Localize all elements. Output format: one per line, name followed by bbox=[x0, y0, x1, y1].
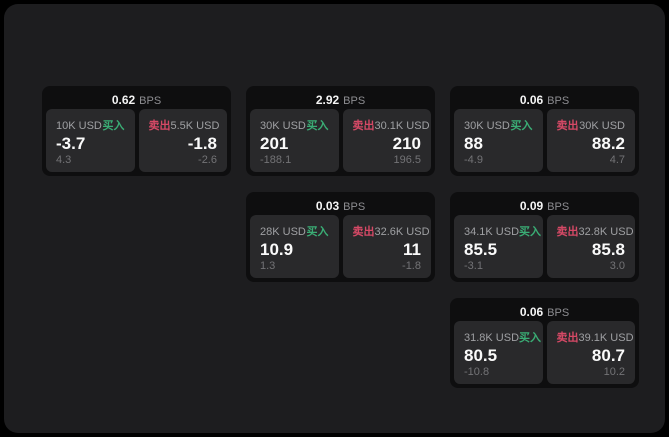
bps-value: 0.09 bbox=[519, 199, 544, 213]
sell-price: -1.8 bbox=[187, 133, 217, 153]
buy-side-label: 买入 bbox=[510, 120, 533, 132]
quote-tiles: 34.1K USD 买入 85.5 -3.1 卖出 32.8K USD 85.8… bbox=[454, 215, 635, 278]
buy-price: 85.5 bbox=[464, 239, 498, 259]
buy-sub-value: -4.9 bbox=[464, 154, 483, 166]
sell-price: 80.7 bbox=[591, 345, 625, 365]
sell-price: 88.2 bbox=[591, 133, 625, 153]
buy-side-label: 买入 bbox=[306, 120, 329, 132]
sell-side-label: 卖出 bbox=[556, 226, 579, 238]
buy-sub-value: 4.3 bbox=[56, 154, 72, 166]
quote-card: 0.06 BPS 30K USD 买入 88 -4.9 卖出 30K USD bbox=[450, 86, 639, 176]
buy-price: 10.9 bbox=[260, 239, 294, 259]
quote-tiles: 31.8K USD 买入 80.5 -10.8 卖出 39.1K USD 80.… bbox=[454, 321, 635, 384]
bps-unit-label: BPS bbox=[547, 201, 570, 213]
sell-price: 11 bbox=[403, 239, 421, 259]
buy-tile[interactable]: 34.1K USD 买入 85.5 -3.1 bbox=[454, 215, 543, 278]
bps-header: 0.09 BPS bbox=[454, 196, 635, 215]
sell-amount: 5.5K USD bbox=[170, 120, 220, 132]
sell-tile[interactable]: 卖出 39.1K USD 80.7 10.2 bbox=[546, 321, 635, 384]
sell-side-label: 卖出 bbox=[148, 120, 171, 132]
sell-side-label: 卖出 bbox=[556, 332, 579, 344]
sell-tile[interactable]: 卖出 30K USD 88.2 4.7 bbox=[546, 109, 635, 172]
buy-amount: 34.1K USD bbox=[464, 226, 520, 238]
sell-side-label: 卖出 bbox=[352, 226, 375, 238]
quote-card: 0.62 BPS 10K USD 买入 -3.7 4.3 卖出 5.5K USD bbox=[42, 86, 231, 176]
quote-card: 0.03 BPS 28K USD 买入 10.9 1.3 卖出 32.6K USD bbox=[246, 192, 435, 282]
bps-value: 0.62 bbox=[111, 93, 136, 107]
buy-price: 88 bbox=[464, 133, 483, 153]
buy-amount: 28K USD bbox=[260, 226, 306, 238]
bps-header: 0.03 BPS bbox=[250, 196, 431, 215]
buy-tile[interactable]: 28K USD 买入 10.9 1.3 bbox=[250, 215, 339, 278]
sell-sub-value: 4.7 bbox=[609, 154, 625, 166]
bps-header: 0.62 BPS bbox=[46, 90, 227, 109]
bps-value: 0.06 bbox=[519, 93, 544, 107]
buy-side-label: 买入 bbox=[306, 226, 329, 238]
buy-price: 201 bbox=[260, 133, 289, 153]
sell-side-label: 卖出 bbox=[352, 120, 375, 132]
sell-tile[interactable]: 卖出 5.5K USD -1.8 -2.6 bbox=[138, 109, 227, 172]
bps-unit-label: BPS bbox=[343, 95, 366, 107]
quote-card: 0.09 BPS 34.1K USD 买入 85.5 -3.1 卖出 32.8K … bbox=[450, 192, 639, 282]
sell-price: 210 bbox=[392, 133, 421, 153]
quote-card: 0.06 BPS 31.8K USD 买入 80.5 -10.8 卖出 39.1K… bbox=[450, 298, 639, 388]
sell-sub-value: 10.2 bbox=[603, 366, 625, 378]
quote-tiles: 28K USD 买入 10.9 1.3 卖出 32.6K USD 11 -1.8 bbox=[250, 215, 431, 278]
sell-tile[interactable]: 卖出 30.1K USD 210 196.5 bbox=[342, 109, 431, 172]
quote-tiles: 30K USD 买入 88 -4.9 卖出 30K USD 88.2 4.7 bbox=[454, 109, 635, 172]
sell-tile[interactable]: 卖出 32.6K USD 11 -1.8 bbox=[342, 215, 431, 278]
bps-unit-label: BPS bbox=[139, 95, 162, 107]
buy-amount: 30K USD bbox=[260, 120, 306, 132]
sell-amount: 30K USD bbox=[579, 120, 625, 132]
main-panel: 0.62 BPS 10K USD 买入 -3.7 4.3 卖出 5.5K USD bbox=[4, 4, 665, 433]
buy-side-label: 买入 bbox=[102, 120, 125, 132]
buy-sub-value: -188.1 bbox=[260, 154, 292, 166]
bps-value: 0.06 bbox=[519, 305, 544, 319]
sell-sub-value: 196.5 bbox=[393, 154, 421, 166]
bps-unit-label: BPS bbox=[547, 307, 570, 319]
buy-side-label: 买入 bbox=[519, 332, 542, 344]
sell-amount: 30.1K USD bbox=[374, 120, 430, 132]
buy-tile[interactable]: 30K USD 买入 88 -4.9 bbox=[454, 109, 543, 172]
buy-sub-value: 1.3 bbox=[260, 260, 276, 272]
bps-unit-label: BPS bbox=[343, 201, 366, 213]
buy-amount: 30K USD bbox=[464, 120, 510, 132]
sell-amount: 32.6K USD bbox=[374, 226, 430, 238]
buy-sub-value: -3.1 bbox=[464, 260, 483, 272]
bps-value: 2.92 bbox=[315, 93, 340, 107]
buy-tile[interactable]: 10K USD 买入 -3.7 4.3 bbox=[46, 109, 135, 172]
sell-sub-value: 3.0 bbox=[609, 260, 625, 272]
sell-amount: 32.8K USD bbox=[578, 226, 634, 238]
buy-tile[interactable]: 30K USD 买入 201 -188.1 bbox=[250, 109, 339, 172]
buy-amount: 10K USD bbox=[56, 120, 102, 132]
buy-tile[interactable]: 31.8K USD 买入 80.5 -10.8 bbox=[454, 321, 543, 384]
sell-sub-value: -1.8 bbox=[402, 260, 421, 272]
buy-side-label: 买入 bbox=[519, 226, 542, 238]
buy-amount: 31.8K USD bbox=[464, 332, 520, 344]
quote-tiles: 30K USD 买入 201 -188.1 卖出 30.1K USD 210 1… bbox=[250, 109, 431, 172]
sell-price: 85.8 bbox=[591, 239, 625, 259]
sell-amount: 39.1K USD bbox=[578, 332, 634, 344]
bps-value: 0.03 bbox=[315, 199, 340, 213]
buy-sub-value: -10.8 bbox=[464, 366, 490, 378]
sell-sub-value: -2.6 bbox=[198, 154, 217, 166]
bps-header: 2.92 BPS bbox=[250, 90, 431, 109]
sell-tile[interactable]: 卖出 32.8K USD 85.8 3.0 bbox=[546, 215, 635, 278]
quote-card: 2.92 BPS 30K USD 买入 201 -188.1 卖出 30.1K U… bbox=[246, 86, 435, 176]
sell-side-label: 卖出 bbox=[556, 120, 579, 132]
quote-tiles: 10K USD 买入 -3.7 4.3 卖出 5.5K USD -1.8 -2.… bbox=[46, 109, 227, 172]
bps-header: 0.06 BPS bbox=[454, 90, 635, 109]
bps-header: 0.06 BPS bbox=[454, 302, 635, 321]
buy-price: -3.7 bbox=[56, 133, 86, 153]
bps-unit-label: BPS bbox=[547, 95, 570, 107]
buy-price: 80.5 bbox=[464, 345, 498, 365]
quote-cards-grid: 0.62 BPS 10K USD 买入 -3.7 4.3 卖出 5.5K USD bbox=[42, 86, 639, 388]
